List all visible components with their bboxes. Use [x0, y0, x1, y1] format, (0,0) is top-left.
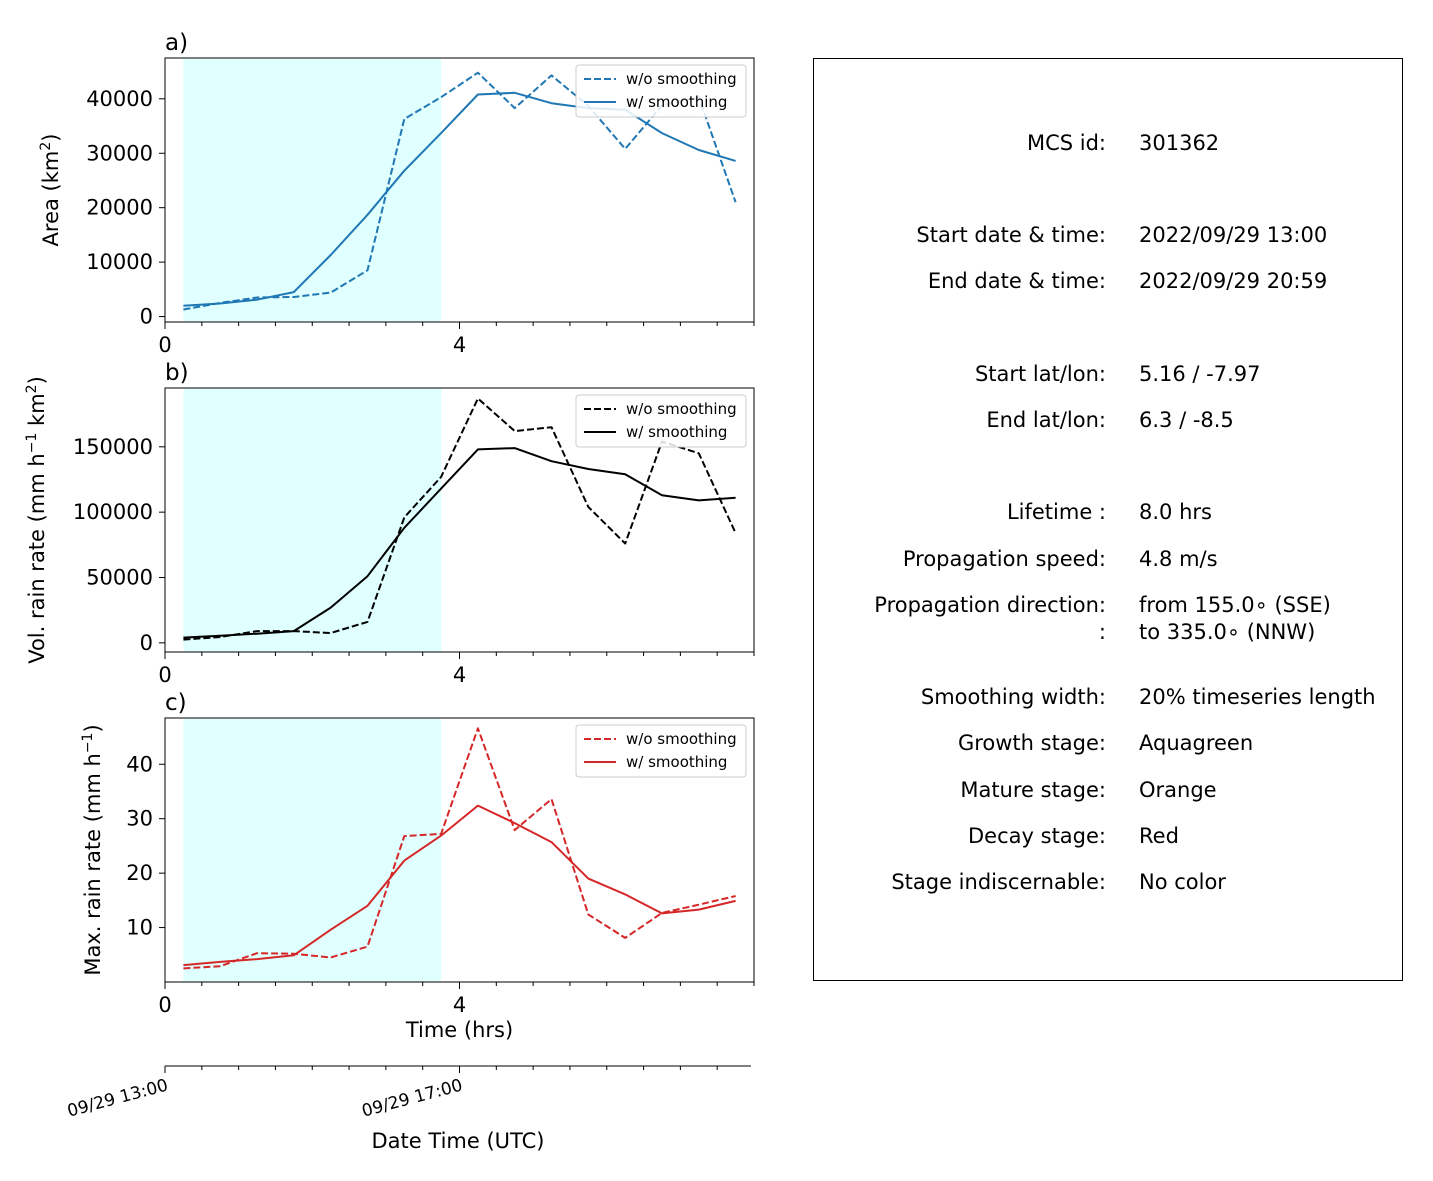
- legend-entry-label: w/o smoothing: [626, 730, 737, 748]
- info-panel: MCS id: 301362 Start date & time: 2022/0…: [813, 58, 1403, 981]
- y-tick-label: 50000: [86, 566, 153, 590]
- y-axis-label: Max. rain rate (mm h−1): [80, 724, 105, 975]
- y-axis-label: Area (km2): [38, 134, 63, 247]
- series-line-without-smoothing: [183, 727, 736, 970]
- info-row-end-time: End date & time: 2022/09/29 20:59: [814, 269, 1402, 299]
- y-tick-label: 40000: [86, 87, 153, 111]
- info-label: Propagation direction:: [874, 593, 1106, 617]
- chart-panel-3: 10 20 30 40 0 4 c) Max. rain rate (mm h−1) w/o s…: [80, 690, 755, 1017]
- datetime-axis: 09/29 13:00 09/29 17:00 Date Time (UTC): [65, 1065, 751, 1153]
- info-row-mature-stage: Mature stage: Orange: [814, 778, 1402, 808]
- series-line-without-smoothing: [183, 71, 737, 311]
- panel-label: b): [165, 360, 189, 386]
- info-value: 6.3 / -8.5: [1139, 408, 1234, 432]
- info-value: 5.16 / -7.97: [1139, 362, 1261, 386]
- info-row-start-latlon: Start lat/lon: 5.16 / -7.97: [814, 362, 1402, 392]
- info-value: 8.0 hrs: [1139, 500, 1212, 524]
- info-value: Red: [1139, 824, 1179, 848]
- y-tick-label: 30: [126, 807, 153, 831]
- info-row-end-latlon: End lat/lon: 6.3 / -8.5: [814, 408, 1402, 438]
- datetime-tick-label: 09/29 17:00: [360, 1076, 465, 1122]
- x-tick-label: 0: [158, 333, 171, 357]
- series-line-with-smoothing: [183, 447, 736, 639]
- info-label: Mature stage:: [960, 778, 1106, 802]
- legend-entry-label: w/o smoothing: [626, 400, 737, 418]
- info-value: Orange: [1139, 778, 1217, 802]
- info-row-growth-stage: Growth stage: Aquagreen: [814, 731, 1402, 761]
- x-tick-label: 4: [453, 333, 466, 357]
- y-tick-label: 0: [140, 631, 153, 655]
- info-label: End date & time:: [927, 269, 1106, 293]
- growth-stage-shading: [183, 718, 442, 982]
- legend-entry-label: w/ smoothing: [626, 93, 727, 111]
- x-tick-label: 4: [453, 663, 466, 687]
- chart-panel-1: 0 10000 20000 30000 40000 0 4 a) Area (km2) w/o s…: [38, 30, 755, 357]
- y-tick-label: 40: [126, 752, 153, 776]
- info-value: 20% timeseries length: [1139, 685, 1376, 709]
- info-value: to 335.0∘ (NNW): [1139, 620, 1316, 644]
- info-row-lifetime: Lifetime : 8.0 hrs: [814, 500, 1402, 530]
- legend-entry-label: w/ smoothing: [626, 423, 727, 441]
- series-line-without-smoothing: [183, 397, 737, 641]
- info-row-stage-indiscernable: Stage indiscernable: No color: [814, 870, 1402, 900]
- info-row-propagation-speed: Propagation speed: 4.8 m/s: [814, 547, 1402, 577]
- info-row-decay-stage: Decay stage: Red: [814, 824, 1402, 854]
- info-value: Aquagreen: [1139, 731, 1254, 755]
- info-row-mcs-id: MCS id: 301362: [814, 131, 1402, 161]
- growth-stage-shading: [183, 58, 442, 322]
- legend-box: [575, 394, 747, 448]
- series-line-with-smoothing: [183, 804, 736, 967]
- x-tick-label: 0: [158, 663, 171, 687]
- info-value: 2022/09/29 20:59: [1139, 269, 1328, 293]
- info-label: :: [1098, 620, 1106, 644]
- legend-box: [575, 64, 747, 118]
- info-value: 2022/09/29 13:00: [1139, 223, 1328, 247]
- info-label: Growth stage:: [957, 731, 1106, 755]
- x-axis-label-time: Time (hrs): [405, 1018, 513, 1042]
- x-tick-label: 0: [158, 993, 171, 1017]
- info-label: End lat/lon:: [986, 408, 1106, 432]
- info-value: 4.8 m/s: [1139, 547, 1218, 571]
- info-label: MCS id:: [1026, 131, 1106, 155]
- panel-label: a): [165, 30, 188, 56]
- y-tick-label: 30000: [86, 141, 153, 165]
- y-tick-label: 0: [140, 305, 153, 329]
- info-label: Propagation speed:: [902, 547, 1106, 571]
- info-label: Start date & time:: [916, 223, 1106, 247]
- y-tick-label: 10: [126, 916, 153, 940]
- growth-stage-shading: [183, 388, 442, 652]
- x-tick-label: 4: [453, 993, 466, 1017]
- info-label: Stage indiscernable:: [891, 870, 1106, 894]
- legend-box: [575, 724, 747, 778]
- info-row-propagation-direction-to: : to 335.0∘ (NNW): [814, 620, 1402, 650]
- info-value: from 155.0∘ (SSE): [1139, 593, 1331, 617]
- y-tick-label: 100000: [73, 500, 153, 524]
- legend-entry-label: w/ smoothing: [626, 753, 727, 771]
- info-label: Decay stage:: [968, 824, 1106, 848]
- info-label: Smoothing width:: [920, 685, 1106, 709]
- panel-label: c): [165, 690, 187, 716]
- y-tick-label: 10000: [86, 250, 153, 274]
- datetime-tick-label: 09/29 13:00: [65, 1076, 170, 1122]
- y-axis-label: Vol. rain rate (mm h−1 km2): [24, 376, 49, 664]
- y-tick-label: 150000: [73, 435, 153, 459]
- chart-panel-2: 0 50000 100000 150000 0 4 b) Vol. rain rate (mm…: [24, 360, 755, 687]
- info-row-propagation-direction: Propagation direction: from 155.0∘ (SSE): [814, 593, 1402, 623]
- info-label: Start lat/lon:: [974, 362, 1106, 386]
- legend-entry-label: w/o smoothing: [626, 70, 737, 88]
- series-line-with-smoothing: [183, 91, 736, 307]
- x-axis-label-datetime: Date Time (UTC): [372, 1129, 545, 1153]
- info-value: No color: [1139, 870, 1226, 894]
- info-row-smoothing-width: Smoothing width: 20% timeseries length: [814, 685, 1402, 715]
- info-label: Lifetime :: [1006, 500, 1106, 524]
- y-tick-label: 20000: [86, 196, 153, 220]
- info-value: 301362: [1139, 131, 1220, 155]
- y-tick-label: 20: [126, 861, 153, 885]
- info-row-start-time: Start date & time: 2022/09/29 13:00: [814, 223, 1402, 253]
